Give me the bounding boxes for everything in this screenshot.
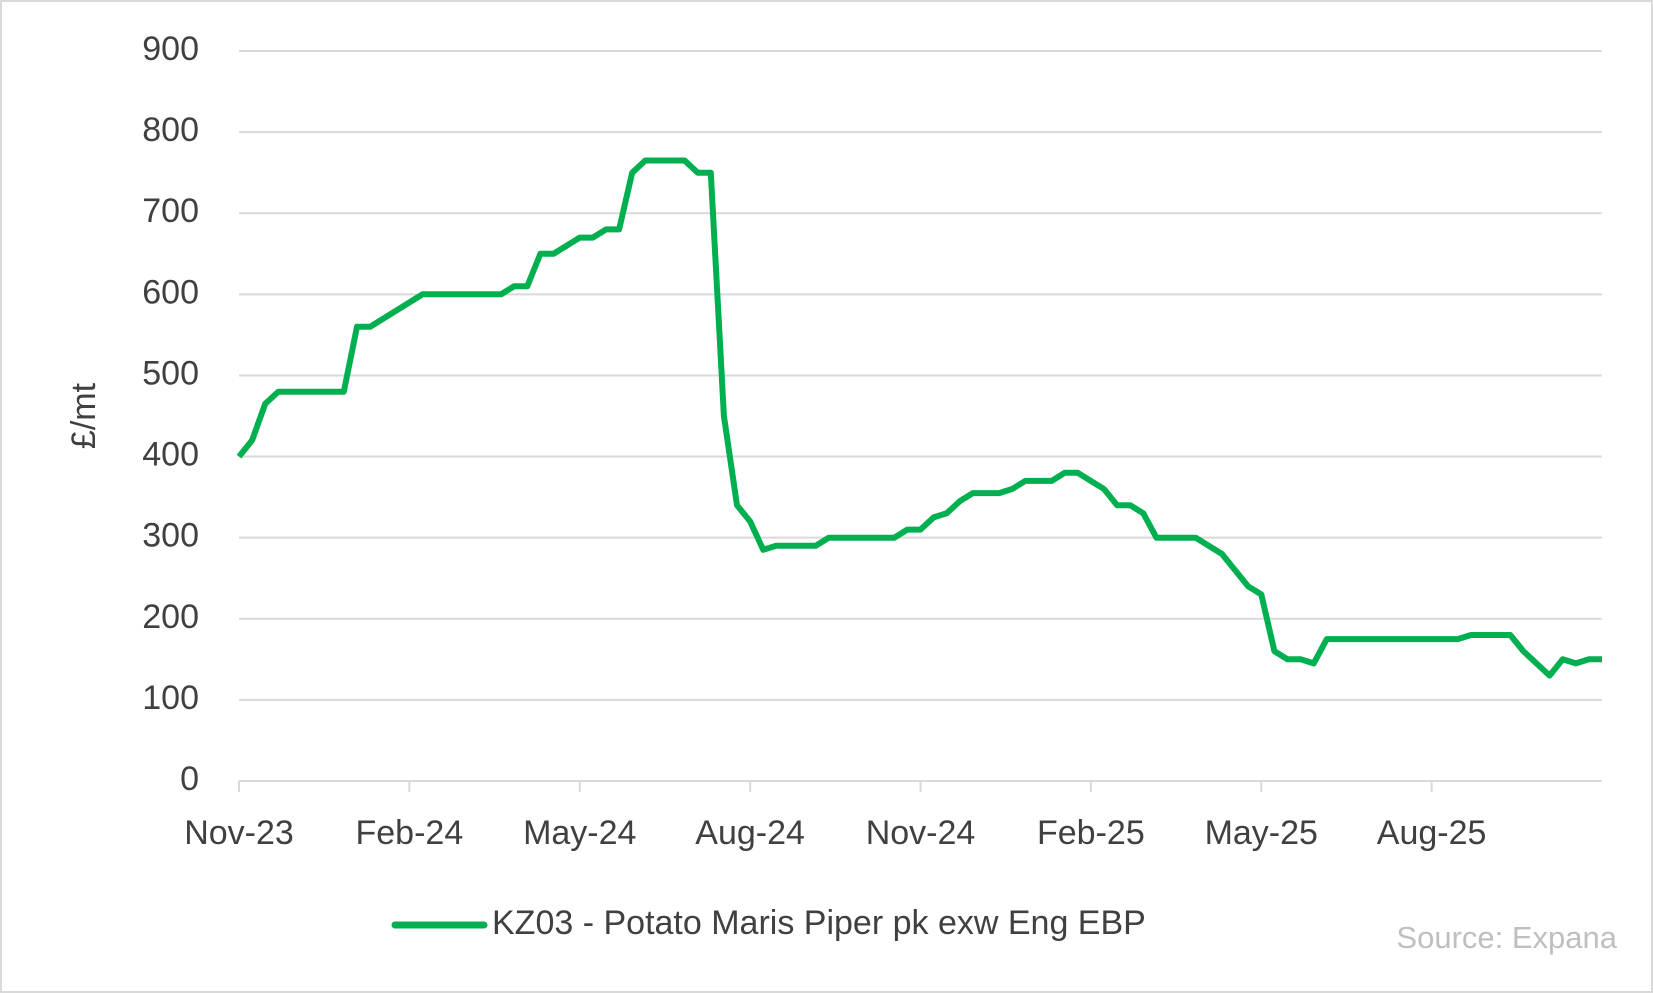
legend-label: KZ03 - Potato Maris Piper pk exw Eng EBP xyxy=(492,904,1146,942)
y-tick-label: 0 xyxy=(180,760,199,798)
x-tick-label: May-25 xyxy=(1205,814,1318,852)
x-tick-label: Feb-25 xyxy=(1037,814,1145,852)
y-axis-label: £/mt xyxy=(65,382,103,449)
x-tick-label: Nov-23 xyxy=(184,814,294,852)
y-tick-label: 300 xyxy=(142,517,199,555)
y-tick-label: 600 xyxy=(142,273,199,311)
y-tick-label: 900 xyxy=(142,30,199,68)
y-tick-label: 200 xyxy=(142,598,199,636)
y-tick-label: 100 xyxy=(142,679,199,717)
source: Source: Expana xyxy=(1396,920,1617,955)
x-tick-label: Aug-25 xyxy=(1377,814,1487,852)
y-tick-label: 400 xyxy=(142,436,199,474)
x-tick-label: May-24 xyxy=(523,814,636,852)
y-tick-label: 800 xyxy=(142,111,199,149)
x-tick-label: Nov-24 xyxy=(866,814,976,852)
x-tick-label: Aug-24 xyxy=(695,814,805,852)
y-tick-label: 700 xyxy=(142,192,199,230)
y-tick-label: 500 xyxy=(142,354,199,392)
series-line xyxy=(236,157,1602,679)
x-tick-label: Feb-24 xyxy=(356,814,464,852)
